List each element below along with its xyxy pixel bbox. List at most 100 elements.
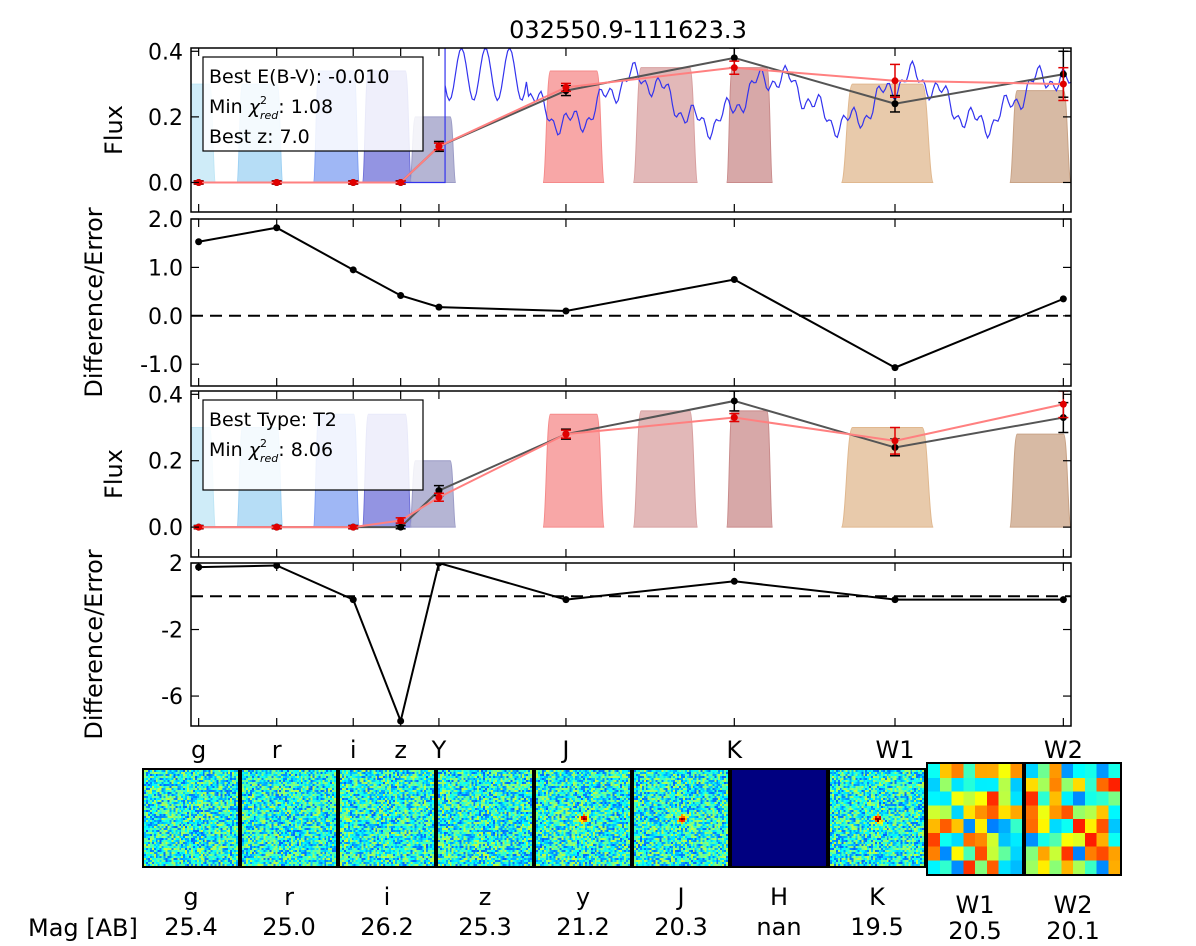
filter-curve-9 (1009, 433, 1071, 528)
filter-curve-5 (542, 413, 605, 528)
ytick-label: 2 (169, 552, 183, 577)
axes-frame (190, 47, 1072, 213)
data-point-1-5 (562, 430, 570, 438)
residual-point-7 (891, 596, 899, 604)
panel-top-residual: -1.0 0.0 1.0 2.0 Difference/Error (80, 207, 1072, 398)
data-point-0-6 (730, 397, 738, 405)
filter-curve-5 (542, 70, 605, 183)
data-point-1-8 (1059, 80, 1067, 88)
ytick-label: 0.4 (148, 383, 183, 408)
cutout-image-J (632, 768, 730, 868)
y-axis-label: Flux (100, 449, 128, 499)
cutout-band-label: r (284, 883, 294, 911)
chi-symbol: χ (248, 96, 261, 118)
ytick-label: 0.0 (148, 171, 183, 196)
cutout-mag-value: 26.2 (360, 913, 414, 941)
data-point-0-6 (730, 54, 738, 62)
band-label-i: i (350, 736, 357, 764)
data-point-1-1 (273, 178, 281, 186)
cutout-mag-value: 20.3 (654, 913, 708, 941)
cutout-image-H (730, 768, 828, 868)
data-point-1-7 (891, 77, 899, 85)
filter-curve-6 (632, 410, 699, 528)
residual-line (198, 563, 1064, 725)
band-label-W2: W2 (1044, 736, 1083, 764)
panel-top-flux: 0.0 0.2 0.4 Flux Best E(B-V): -0.010 Min χ2 re… (100, 40, 1072, 213)
residual-line (198, 226, 1064, 369)
residual-point-8 (1059, 295, 1067, 303)
data-point-1-6 (730, 414, 738, 422)
annotation-box (202, 399, 424, 491)
chi-superscript: 2 (260, 437, 267, 450)
axes-frame (190, 390, 1072, 558)
residual-point-6 (730, 276, 738, 284)
cutout-mag-value: 25.0 (262, 913, 316, 941)
residual-point-1 (273, 224, 281, 232)
cutout-mag-value: 20.1 (1046, 917, 1100, 945)
ytick-label: 0.0 (148, 516, 183, 541)
residual-point-6 (730, 577, 738, 585)
chi-value: : 1.08 (278, 96, 333, 118)
mag-label: Mag [AB] (28, 914, 138, 942)
cutout-mag-value: 19.5 (850, 913, 904, 941)
cutout-band-label: i (383, 883, 391, 911)
ytick-label: -1.0 (140, 353, 183, 378)
cutout-image-y (534, 768, 632, 868)
cutout-band-label: W1 (955, 891, 995, 919)
axes-frame (190, 562, 1072, 727)
cutout-image-i (338, 768, 436, 868)
data-point-1-8 (1059, 400, 1067, 408)
data-point-0-7 (891, 100, 899, 108)
residual-point-3 (397, 291, 405, 299)
data-point-1-1 (273, 523, 281, 531)
ytick-label: 0.2 (148, 106, 183, 131)
panel-bottom-flux: 0.0 0.2 0.4 Flux Best Type: T2 Min χ2 red: 8.0… (100, 383, 1072, 558)
cutout-band-label: K (869, 883, 885, 911)
cutout-mag-value: 20.5 (948, 917, 1002, 945)
cutout-mag-value: 21.2 (556, 913, 610, 941)
annotation-box (202, 56, 424, 152)
cutout-band-label: z (478, 883, 492, 911)
filter-curve-8 (840, 83, 934, 183)
panel-bottom-residual: -6 -2 2 Difference/Error (80, 549, 1072, 740)
cutout-band-label: H (769, 883, 789, 911)
cutout-image-K (828, 768, 926, 868)
residual-point-2 (349, 596, 357, 604)
chi-subscript: red (260, 452, 279, 465)
ytick-label: 0.4 (148, 40, 183, 65)
cutout-mag-value: 25.4 (164, 913, 218, 941)
annotation-line-3: Best z: 7.0 (209, 126, 310, 148)
chi-value: : 8.06 (278, 439, 333, 461)
band-label-g: g (191, 736, 206, 764)
cutout-band-label: J (677, 883, 685, 911)
figure-title: 032550.9-111623.3 (509, 16, 747, 44)
plot-area (191, 563, 1071, 725)
chi-symbol: χ (248, 439, 261, 461)
cutout-image-W2 (1024, 762, 1122, 876)
cutout-band-label: y (575, 883, 591, 911)
annotation-chi2: Min χ2 red: 8.06 (209, 437, 333, 465)
ytick-label: 0.2 (148, 450, 183, 475)
band-label-W1: W1 (876, 736, 915, 764)
data-point-1-2 (349, 178, 357, 186)
filter-curve-6 (632, 67, 699, 183)
model-spectrum (191, 48, 1071, 184)
cutout-image-z (436, 768, 534, 868)
axes-frame (190, 218, 1072, 387)
data-point-0-4 (435, 487, 443, 495)
ytick-label: 0.0 (148, 305, 183, 330)
chi-subscript: red (260, 109, 279, 122)
ytick-label: 2.0 (148, 208, 183, 233)
band-label-K: K (726, 736, 743, 764)
data-point-1-4 (435, 142, 443, 150)
data-point-0-3 (397, 523, 405, 531)
cutout-mag-value: nan (756, 913, 802, 941)
chi-superscript: 2 (260, 94, 267, 107)
cutout-image-g (142, 768, 240, 868)
cutout-band-label: g (183, 883, 199, 911)
band-label-Y: Y (431, 736, 447, 764)
data-point-1-4 (435, 493, 443, 501)
ytick-label: -2 (161, 619, 183, 644)
band-label-r: r (272, 736, 282, 764)
band-label-J: J (560, 736, 569, 764)
